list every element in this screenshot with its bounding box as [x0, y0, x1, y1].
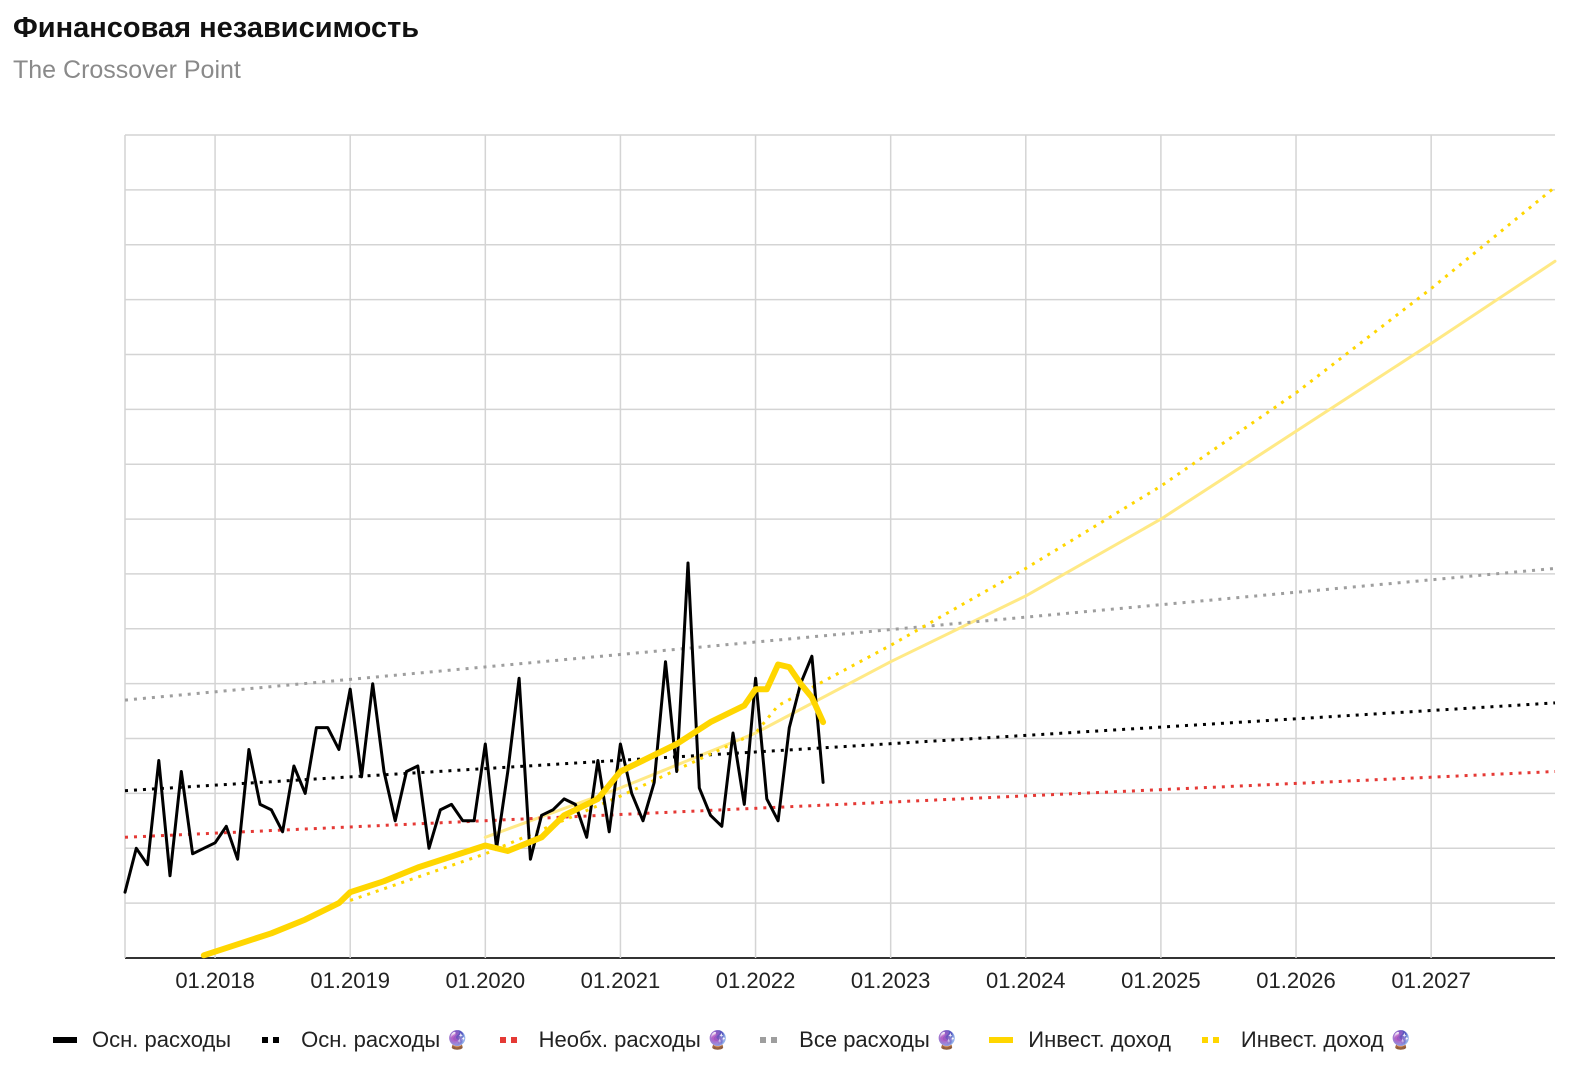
x-tick-label: 01.2018	[175, 968, 255, 993]
legend-item[interactable]: Необх. расходы 🔮	[497, 1027, 730, 1053]
x-tick-label: 01.2021	[581, 968, 661, 993]
legend-item[interactable]: Осн. расходы	[50, 1027, 231, 1053]
legend-swatch	[262, 1037, 280, 1043]
legend-swatch	[499, 1037, 517, 1043]
x-tick-label: 01.2022	[716, 968, 796, 993]
x-tick-label: 01.2020	[446, 968, 526, 993]
legend-label: Инвест. доход	[1240, 1027, 1384, 1052]
x-tick-label: 01.2019	[310, 968, 390, 993]
x-tick-label: 01.2027	[1391, 968, 1471, 993]
legend-label: Все расходы	[799, 1027, 930, 1052]
legend-swatch	[760, 1037, 778, 1043]
x-axis: 01.2018 01.2019 01.2020 01.2021 01.2022 01.20…	[175, 968, 1471, 993]
x-tick-label: 01.2025	[1121, 968, 1201, 993]
legend-item[interactable]: Все расходы 🔮	[757, 1027, 958, 1053]
legend-swatch	[53, 1037, 77, 1043]
legend-label: Необх. расходы	[538, 1027, 701, 1052]
legend-item[interactable]: Инвест. доход	[986, 1027, 1171, 1053]
legend-item[interactable]: Инвест. доход 🔮	[1199, 1027, 1412, 1053]
x-tick-label: 01.2023	[851, 968, 931, 993]
crystal-ball-icon: 🔮	[935, 1029, 959, 1050]
legend-label: Осн. расходы	[92, 1027, 232, 1052]
x-tick-label: 01.2024	[986, 968, 1066, 993]
legend-label: Осн. расходы	[301, 1027, 441, 1052]
series-line-3	[124, 566, 1556, 702]
crystal-ball-icon: 🔮	[1389, 1029, 1413, 1050]
series-line-6	[483, 259, 1557, 839]
series-line-0	[123, 561, 825, 894]
legend-swatch	[1201, 1037, 1219, 1043]
legend-swatch	[989, 1037, 1014, 1043]
crystal-ball-icon: 🔮	[446, 1029, 469, 1050]
legend-label: Инвест. доход	[1028, 1027, 1171, 1052]
crystal-ball-icon: 🔮	[706, 1029, 730, 1050]
chart-subtitle: The Crossover Point	[13, 56, 241, 84]
chart-title: Финансовая независимость	[13, 12, 420, 44]
series-line-2	[124, 770, 1556, 839]
x-tick-label: 01.2026	[1256, 968, 1336, 993]
line-chart: 01.2018 01.2019 01.2020 01.2021 01.2022 01.20…	[123, 134, 1557, 993]
chart-grid	[124, 134, 1555, 959]
chart-legend: Осн. расходы Осн. расходы 🔮 Необх. расходы 🔮…	[50, 1027, 1440, 1053]
series-line-5	[349, 185, 1556, 902]
legend-item[interactable]: Осн. расходы 🔮	[259, 1027, 469, 1053]
chart-series-group	[123, 185, 1557, 959]
series-line-4	[200, 661, 827, 959]
